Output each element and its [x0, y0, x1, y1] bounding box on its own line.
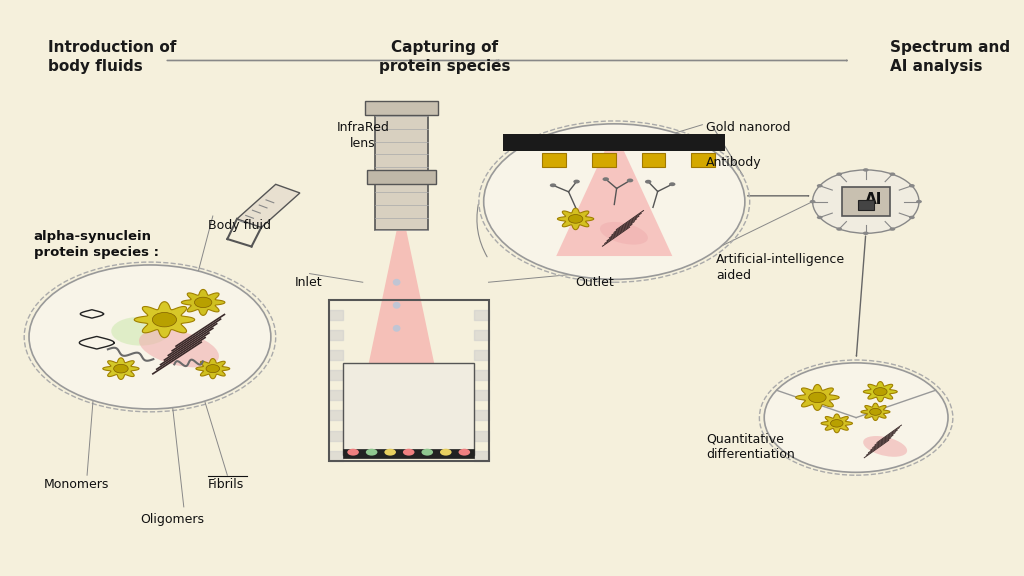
Circle shape: [153, 312, 176, 327]
Polygon shape: [102, 358, 139, 380]
Polygon shape: [796, 385, 840, 410]
Circle shape: [29, 265, 271, 409]
Circle shape: [440, 449, 452, 456]
Ellipse shape: [600, 222, 648, 245]
FancyBboxPatch shape: [842, 187, 890, 216]
FancyBboxPatch shape: [592, 153, 615, 166]
Circle shape: [602, 177, 609, 181]
Circle shape: [916, 200, 922, 203]
Ellipse shape: [393, 325, 400, 332]
Circle shape: [837, 172, 842, 176]
Ellipse shape: [112, 317, 169, 346]
Circle shape: [568, 214, 583, 223]
Text: Oligomers: Oligomers: [140, 513, 204, 526]
Text: Introduction of
body fluids: Introduction of body fluids: [48, 40, 177, 74]
Polygon shape: [362, 230, 440, 392]
Circle shape: [422, 449, 433, 456]
Text: InfraRed
lens: InfraRed lens: [336, 121, 389, 150]
Text: AI: AI: [865, 192, 883, 207]
Ellipse shape: [139, 329, 219, 367]
Polygon shape: [181, 290, 225, 315]
Text: Fibrils: Fibrils: [208, 478, 245, 491]
Circle shape: [869, 408, 882, 415]
FancyBboxPatch shape: [858, 200, 873, 210]
FancyBboxPatch shape: [343, 363, 474, 455]
Circle shape: [483, 124, 744, 279]
Text: Inlet: Inlet: [295, 276, 323, 290]
Polygon shape: [196, 359, 229, 378]
Polygon shape: [134, 302, 195, 338]
Text: Capturing of
protein species: Capturing of protein species: [379, 40, 511, 74]
Circle shape: [863, 232, 868, 235]
Ellipse shape: [393, 279, 400, 286]
Text: Outlet: Outlet: [575, 276, 614, 290]
Text: Monomers: Monomers: [44, 478, 109, 491]
Circle shape: [645, 180, 651, 184]
Circle shape: [810, 200, 815, 203]
Circle shape: [863, 168, 868, 172]
Polygon shape: [863, 382, 897, 401]
Ellipse shape: [863, 436, 907, 457]
Text: Artificial-intelligence
aided: Artificial-intelligence aided: [716, 253, 845, 282]
Circle shape: [890, 228, 895, 231]
Polygon shape: [557, 208, 594, 230]
Circle shape: [384, 449, 396, 456]
FancyBboxPatch shape: [543, 153, 566, 166]
Circle shape: [195, 297, 212, 308]
FancyBboxPatch shape: [503, 134, 725, 151]
Circle shape: [402, 449, 415, 456]
Circle shape: [809, 392, 826, 403]
Circle shape: [890, 172, 895, 176]
Circle shape: [909, 184, 914, 188]
FancyBboxPatch shape: [642, 153, 666, 166]
Polygon shape: [821, 414, 853, 433]
Circle shape: [909, 215, 914, 219]
Circle shape: [366, 449, 378, 456]
Circle shape: [817, 215, 822, 219]
Circle shape: [837, 228, 842, 231]
Circle shape: [764, 363, 948, 472]
Text: Quantitative
differentiation: Quantitative differentiation: [707, 432, 795, 461]
Circle shape: [206, 365, 219, 373]
Text: Antibody: Antibody: [707, 156, 762, 169]
Circle shape: [817, 184, 822, 188]
FancyBboxPatch shape: [366, 101, 437, 115]
FancyBboxPatch shape: [375, 104, 428, 230]
Circle shape: [459, 449, 470, 456]
Ellipse shape: [393, 302, 400, 309]
FancyBboxPatch shape: [343, 449, 474, 458]
Text: Spectrum and
AI analysis: Spectrum and AI analysis: [890, 40, 1010, 74]
Text: alpha-synuclein
protein species :: alpha-synuclein protein species :: [34, 230, 159, 259]
Circle shape: [114, 365, 128, 373]
Text: Gold nanorod: Gold nanorod: [707, 121, 791, 134]
Circle shape: [627, 179, 633, 183]
Circle shape: [830, 419, 843, 427]
Circle shape: [873, 388, 887, 396]
Circle shape: [573, 180, 580, 184]
FancyBboxPatch shape: [368, 170, 436, 184]
Circle shape: [550, 183, 556, 187]
Circle shape: [669, 182, 676, 186]
Circle shape: [813, 170, 919, 233]
Polygon shape: [861, 403, 890, 420]
FancyBboxPatch shape: [691, 153, 715, 166]
Text: Body fluid: Body fluid: [208, 219, 271, 232]
Polygon shape: [556, 151, 673, 256]
Circle shape: [347, 449, 358, 456]
Polygon shape: [237, 184, 300, 228]
